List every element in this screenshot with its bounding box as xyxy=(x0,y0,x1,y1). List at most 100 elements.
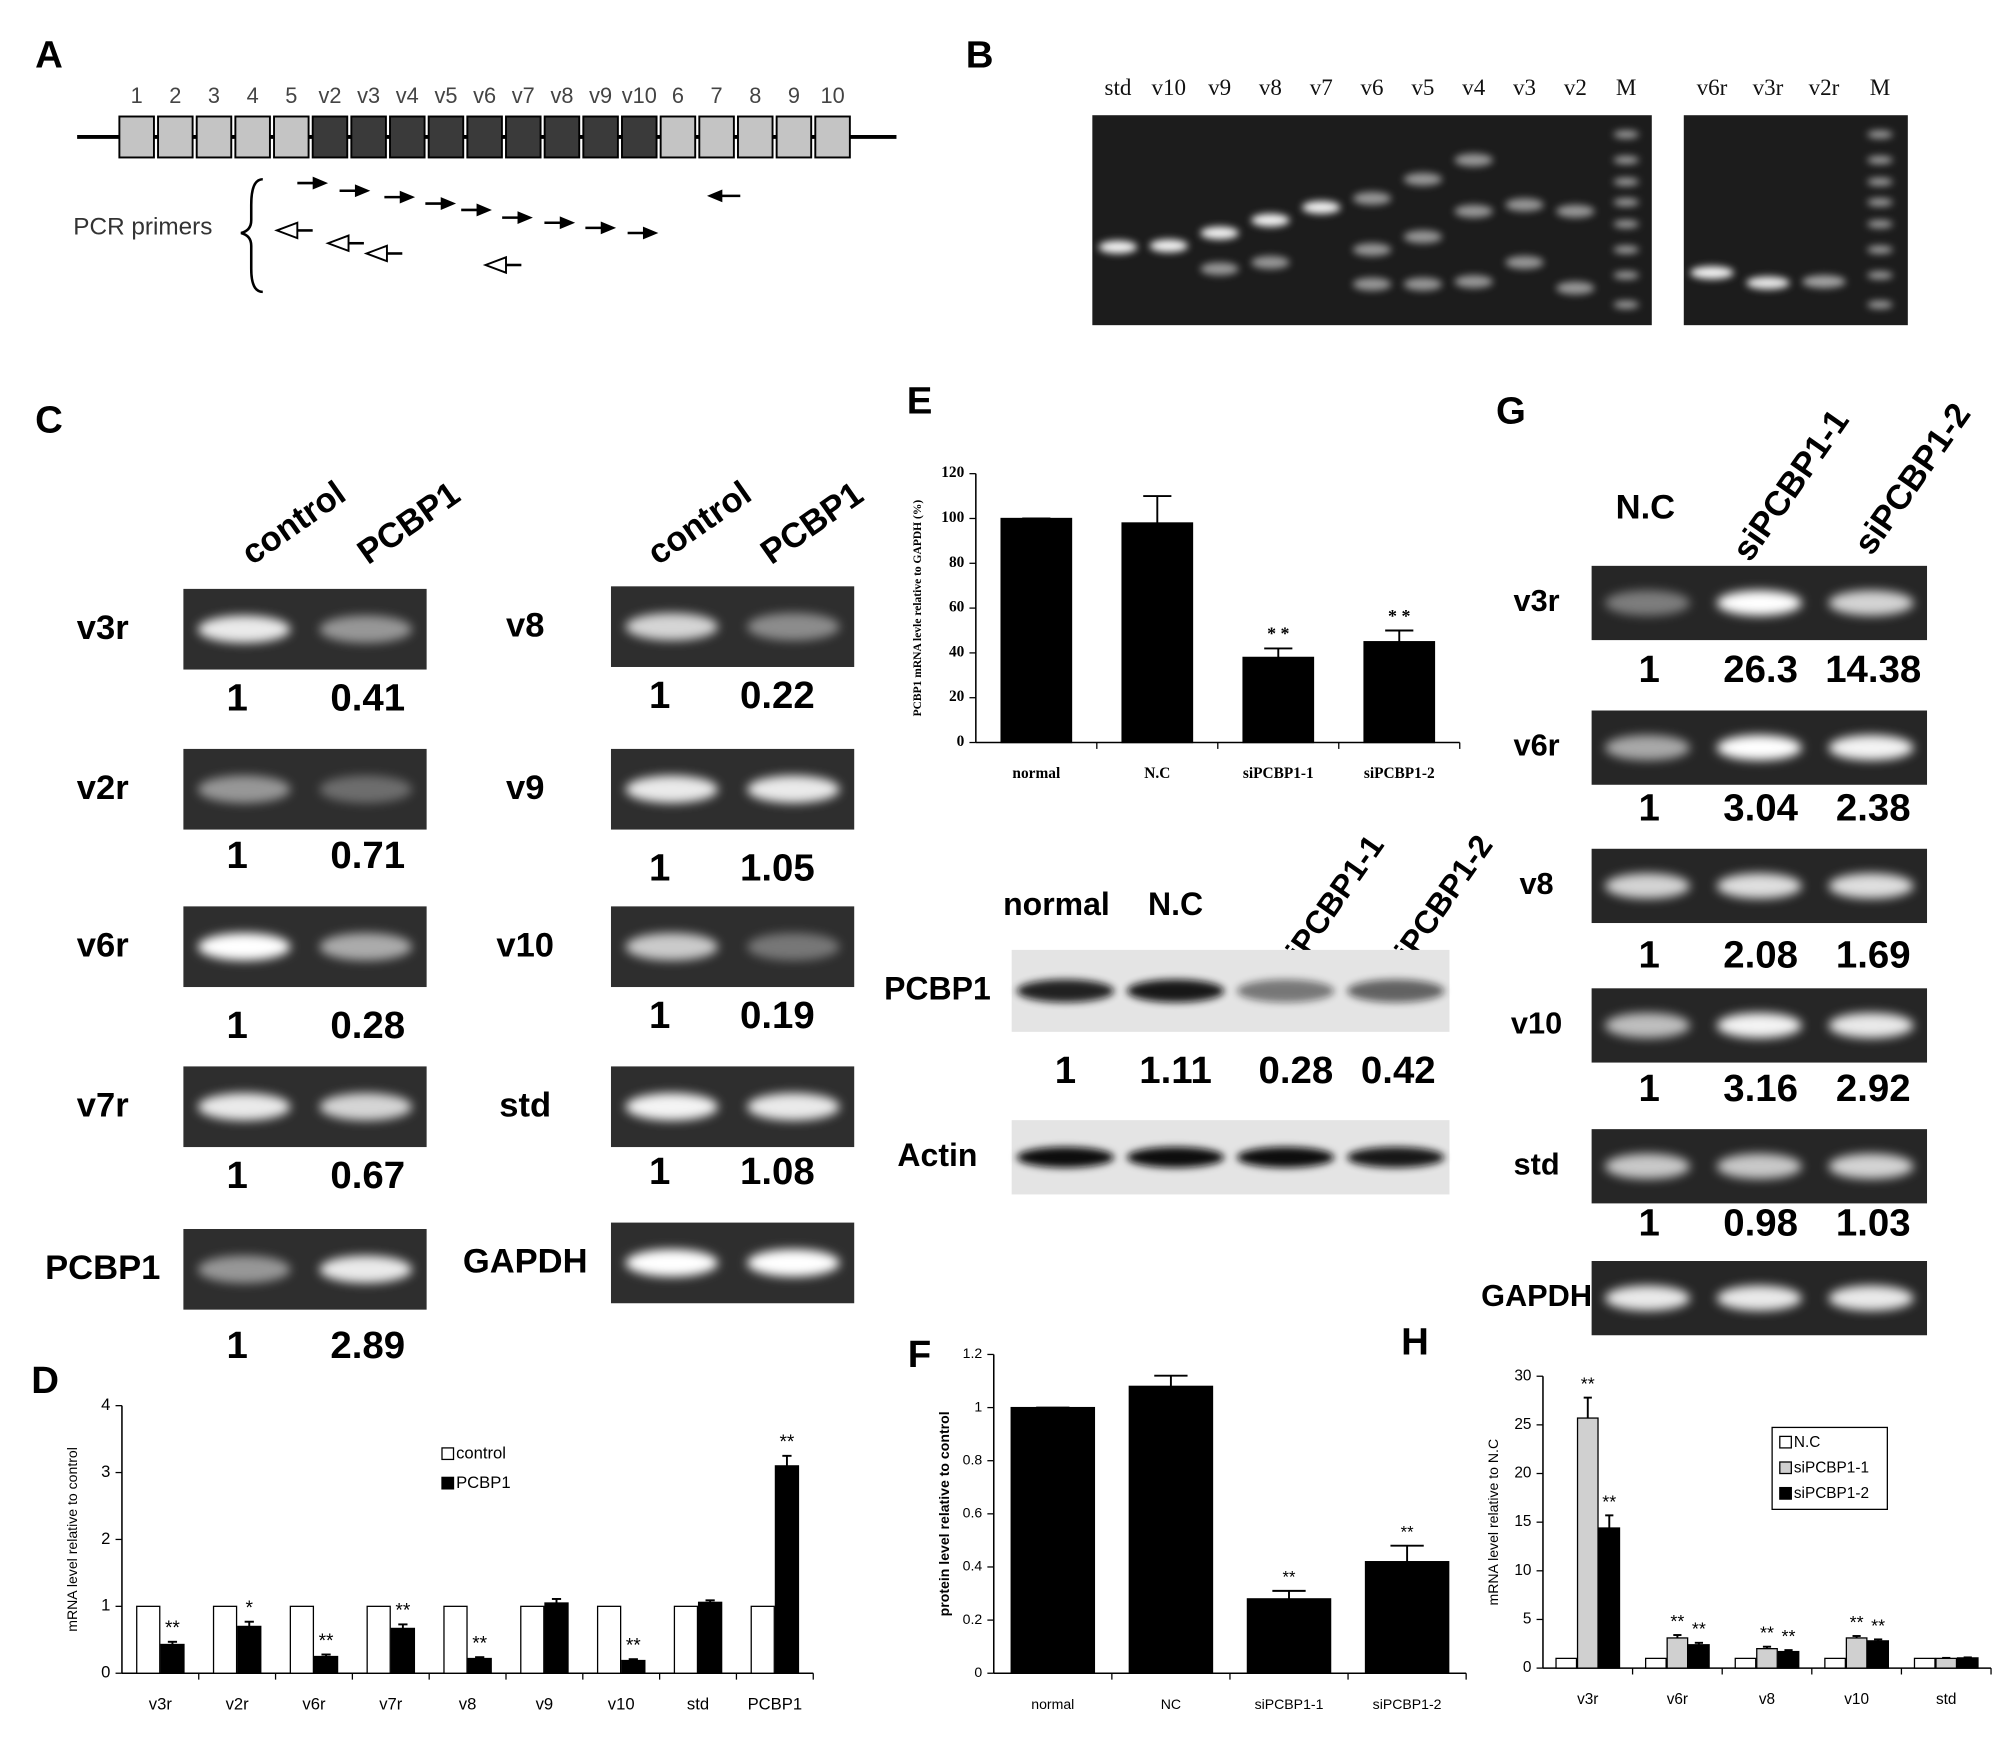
legend-label: N.C xyxy=(1794,1434,1820,1451)
x-tick-label: v6r xyxy=(1667,1691,1688,1708)
bar xyxy=(443,1605,468,1674)
quantification: 0.28 xyxy=(1259,1049,1334,1092)
significance: ** xyxy=(1283,1567,1296,1586)
quantification: 0.28 xyxy=(330,1004,405,1047)
y-tick-label: 40 xyxy=(949,643,965,660)
gel-band xyxy=(1605,1153,1691,1179)
gel-band xyxy=(197,932,291,961)
gel-band xyxy=(1828,1153,1914,1179)
exon-label: 6 xyxy=(672,83,684,108)
bar xyxy=(1576,1417,1599,1669)
quantification: 1.08 xyxy=(740,1150,815,1193)
legend-label: PCBP1 xyxy=(456,1473,511,1492)
exon-label: 4 xyxy=(247,83,259,108)
gel-band xyxy=(1403,230,1443,244)
y-tick-label: 4 xyxy=(101,1395,110,1414)
blot-band xyxy=(1126,1146,1225,1168)
exon-label: 3 xyxy=(208,83,220,108)
y-tick-label: 60 xyxy=(949,599,965,616)
bar xyxy=(750,1605,775,1674)
gel-band xyxy=(1098,240,1138,254)
exon-box xyxy=(737,115,774,159)
gel-band xyxy=(1867,177,1893,186)
lane-label: v4 xyxy=(1462,74,1486,100)
panel-letter: C xyxy=(35,399,63,442)
bar xyxy=(1363,641,1436,744)
gel-band xyxy=(1403,277,1443,291)
bar xyxy=(520,1605,545,1674)
bar xyxy=(596,1605,622,1674)
column-header: control xyxy=(235,474,353,572)
y-tick-label: 0 xyxy=(974,1664,982,1680)
lane-label: std xyxy=(1104,74,1131,100)
legend-label: siPCBP1-1 xyxy=(1794,1459,1869,1476)
primer-arrow-head xyxy=(399,190,416,204)
lane-label: v7 xyxy=(1310,74,1333,100)
quantification: 1 xyxy=(649,1150,670,1193)
primer-arrow-open xyxy=(363,244,388,263)
significance: ** xyxy=(1670,1611,1684,1631)
row-label: v2r xyxy=(77,769,129,807)
column-header: PCBP1 xyxy=(754,475,870,572)
gel-band xyxy=(197,775,291,803)
column-header: control xyxy=(641,474,759,572)
exon-box xyxy=(698,115,735,159)
significance: ** xyxy=(319,1631,334,1652)
gel-band xyxy=(1613,300,1639,309)
y-tick-label: 3 xyxy=(101,1462,110,1481)
row-label: v10 xyxy=(1511,1006,1562,1041)
gel-band xyxy=(1613,220,1639,228)
bar xyxy=(1000,517,1073,744)
row-label: GAPDH xyxy=(1481,1278,1592,1313)
gel-band xyxy=(625,1249,719,1277)
significance: ** xyxy=(472,1633,487,1654)
gel-band xyxy=(747,612,840,641)
gel-band xyxy=(1716,735,1802,761)
gel-band xyxy=(1149,239,1188,253)
gel-band xyxy=(747,775,840,803)
gel-band xyxy=(1690,266,1734,280)
bar xyxy=(621,1659,646,1674)
gel-band xyxy=(1828,873,1914,899)
lane-label: M xyxy=(1870,74,1890,100)
gel-band xyxy=(1802,275,1846,289)
y-tick-label: 0.6 xyxy=(963,1505,983,1521)
y-tick-label: 20 xyxy=(949,688,965,705)
primer-arrow-head xyxy=(517,211,533,225)
exon-label: 7 xyxy=(711,83,723,108)
blot-band xyxy=(1236,1146,1335,1168)
gel-band xyxy=(1200,226,1239,240)
significance: ** xyxy=(779,1432,794,1453)
gel-band xyxy=(1605,873,1691,899)
gel-band xyxy=(1613,271,1639,280)
x-tick-label: v8 xyxy=(1759,1691,1775,1708)
quantification: 1.03 xyxy=(1836,1201,1911,1244)
significance: ** xyxy=(395,1601,410,1622)
quantification: 1 xyxy=(649,674,670,717)
legend-swatch xyxy=(1779,1486,1792,1500)
exon-box xyxy=(466,115,503,159)
primer-arrow-open xyxy=(325,234,350,253)
blot-band xyxy=(1347,1146,1445,1168)
quantification: 1 xyxy=(226,1324,247,1367)
panel-letter: D xyxy=(31,1359,59,1402)
quantification: 3.16 xyxy=(1723,1067,1798,1110)
x-tick-label: NC xyxy=(1161,1696,1181,1712)
gel-band xyxy=(319,932,413,961)
quantification: 2.38 xyxy=(1836,787,1911,830)
exon-label: 2 xyxy=(169,83,181,108)
quantification: 26.3 xyxy=(1723,648,1798,691)
legend-swatch xyxy=(441,1476,455,1490)
gel-band xyxy=(625,775,719,803)
quantification: 0.71 xyxy=(330,834,405,877)
exon-label: v7 xyxy=(512,83,535,108)
y-tick-label: 120 xyxy=(941,464,964,481)
row-label: v8 xyxy=(1519,866,1553,901)
panel-letter: A xyxy=(35,34,63,77)
quantification: 14.38 xyxy=(1825,648,1921,691)
gel-band xyxy=(1605,1285,1691,1311)
column-header: N.C xyxy=(1616,489,1675,527)
bar xyxy=(136,1605,161,1674)
bar xyxy=(1644,1657,1667,1669)
gel-band xyxy=(1605,1012,1691,1039)
